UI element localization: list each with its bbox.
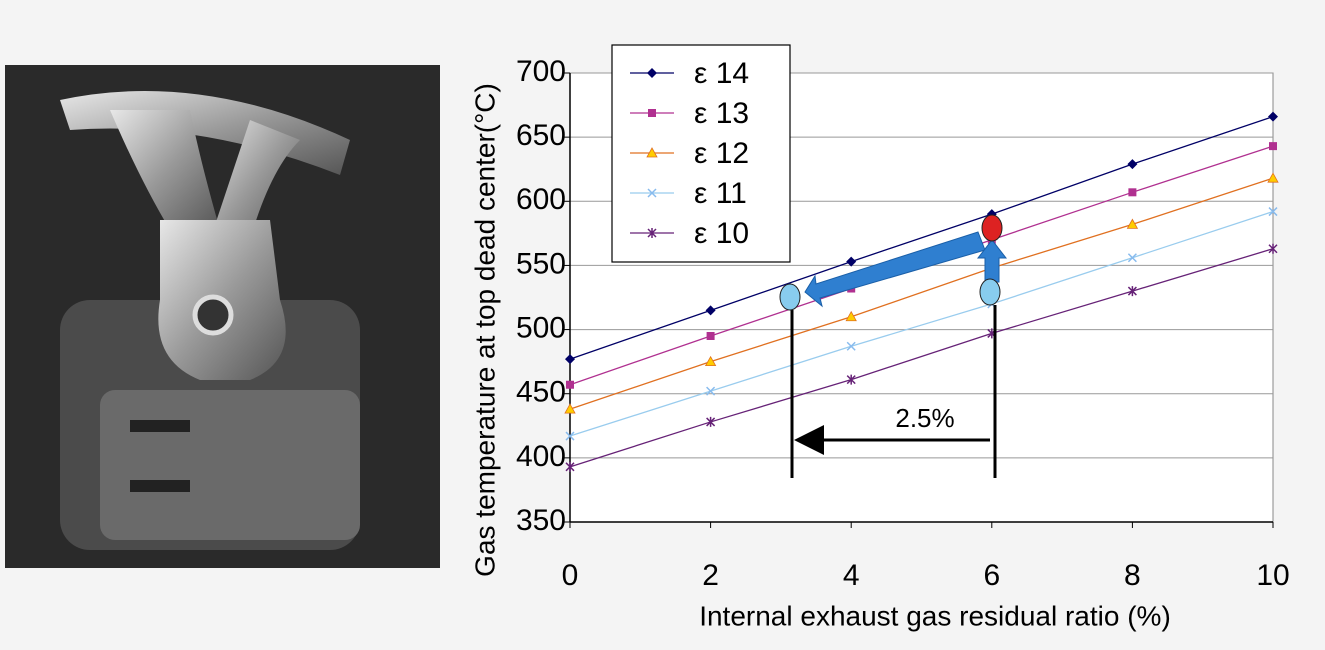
y-tick-label: 450: [516, 376, 566, 409]
figure: 350 400 450 500 550 600 650 700 0 2 4 6 8 10 2.5% Gas…: [0, 0, 1325, 650]
y-tick-label: 550: [516, 247, 566, 280]
marker: [648, 109, 656, 117]
x-tick-label: 2: [702, 559, 719, 592]
marker: [707, 332, 715, 340]
marker: [1269, 142, 1277, 150]
marker: [1128, 188, 1136, 196]
x-tick-label: 10: [1256, 559, 1289, 592]
y-tick-label: 400: [516, 440, 566, 473]
y-tick-label: 350: [516, 504, 566, 537]
legend-label: ε 12: [694, 137, 749, 170]
x-tick-label: 6: [983, 559, 1000, 592]
y-tick-label: 650: [516, 119, 566, 152]
x-axis-title: Internal exhaust gas residual ratio (%): [699, 600, 1171, 631]
legend-label: ε 13: [694, 97, 749, 130]
legend: ε 14 ε 13 ε 12 ε 11 ε 10: [612, 45, 790, 262]
legend-label: ε 11: [694, 177, 747, 210]
operating-point: [982, 215, 1002, 241]
operating-point: [980, 279, 1000, 305]
y-tick-label: 500: [516, 311, 566, 344]
x-tick-label: 4: [843, 559, 860, 592]
legend-label: ε 14: [694, 57, 749, 90]
marker: [566, 381, 574, 389]
y-axis-title: Gas temperature at top dead center(°C): [469, 83, 500, 577]
operating-point: [780, 284, 800, 310]
y-tick-label: 600: [516, 183, 566, 216]
legend-label: ε 10: [694, 217, 749, 250]
annotation: 2.5%: [895, 403, 954, 433]
x-tick-label: 0: [562, 559, 579, 592]
x-tick-label: 8: [1124, 559, 1141, 592]
y-tick-label: 700: [516, 55, 566, 88]
photo: [5, 65, 440, 568]
